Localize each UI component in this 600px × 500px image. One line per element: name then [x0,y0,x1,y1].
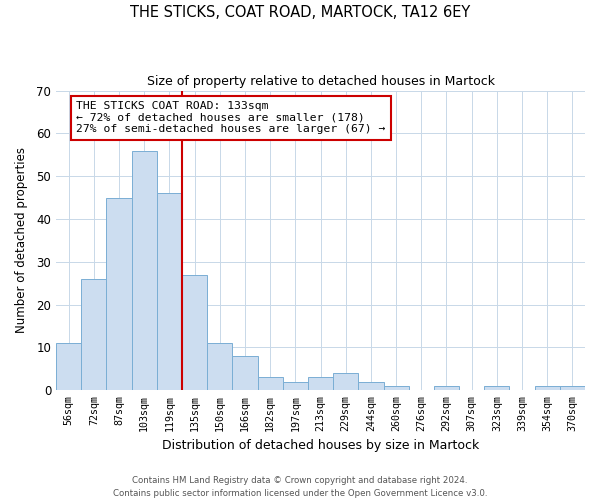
Bar [333,373,358,390]
Bar [283,382,308,390]
Bar [131,150,157,390]
X-axis label: Distribution of detached houses by size in Martock: Distribution of detached houses by size … [162,440,479,452]
Y-axis label: Number of detached properties: Number of detached properties [15,148,28,334]
Bar [383,386,409,390]
Bar [308,378,333,390]
Bar [560,386,585,390]
Bar [358,382,383,390]
Text: THE STICKS, COAT ROAD, MARTOCK, TA12 6EY: THE STICKS, COAT ROAD, MARTOCK, TA12 6EY [130,5,470,20]
Bar [157,194,182,390]
Text: THE STICKS COAT ROAD: 133sqm
← 72% of detached houses are smaller (178)
27% of s: THE STICKS COAT ROAD: 133sqm ← 72% of de… [76,102,386,134]
Bar [106,198,131,390]
Title: Size of property relative to detached houses in Martock: Size of property relative to detached ho… [146,75,494,88]
Bar [232,356,257,390]
Bar [207,343,232,390]
Bar [81,279,106,390]
Bar [535,386,560,390]
Bar [257,378,283,390]
Bar [182,274,207,390]
Bar [56,343,81,390]
Bar [434,386,459,390]
Bar [484,386,509,390]
Text: Contains HM Land Registry data © Crown copyright and database right 2024.
Contai: Contains HM Land Registry data © Crown c… [113,476,487,498]
